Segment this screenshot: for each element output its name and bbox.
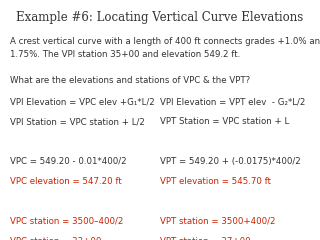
Text: VPC station = 3500–400/2: VPC station = 3500–400/2 [10,217,123,226]
Text: A crest vertical curve with a length of 400 ft connects grades +1.0% and -
1.75%: A crest vertical curve with a length of … [10,37,320,59]
Text: VPI Elevation = VPC elev +G₁*L/2: VPI Elevation = VPC elev +G₁*L/2 [10,97,154,106]
Text: VPI Elevation = VPT elev  - G₂*L/2: VPI Elevation = VPT elev - G₂*L/2 [160,97,305,106]
Text: VPC station = 33+00: VPC station = 33+00 [10,237,101,240]
Text: VPT station = 37+00: VPT station = 37+00 [160,237,251,240]
Text: VPI Station = VPC station + L/2: VPI Station = VPC station + L/2 [10,117,144,126]
Text: Example #6: Locating Vertical Curve Elevations: Example #6: Locating Vertical Curve Elev… [16,11,304,24]
Text: VPT Station = VPC station + L: VPT Station = VPC station + L [160,117,289,126]
Text: VPT elevation = 545.70 ft: VPT elevation = 545.70 ft [160,177,271,186]
Text: VPT station = 3500+400/2: VPT station = 3500+400/2 [160,217,276,226]
Text: VPT = 549.20 + (-0.0175)*400/2: VPT = 549.20 + (-0.0175)*400/2 [160,157,301,166]
Text: What are the elevations and stations of VPC & the VPT?: What are the elevations and stations of … [10,76,250,85]
Text: VPC = 549.20 - 0.01*400/2: VPC = 549.20 - 0.01*400/2 [10,157,126,166]
Text: VPC elevation = 547.20 ft: VPC elevation = 547.20 ft [10,177,121,186]
